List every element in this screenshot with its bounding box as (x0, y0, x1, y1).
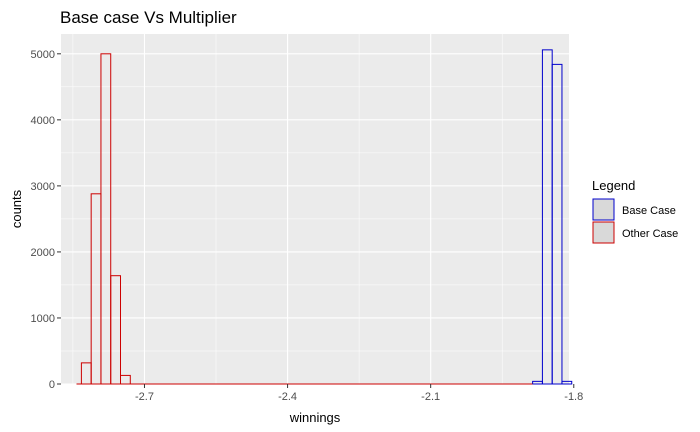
legend-title: Legend (592, 178, 635, 193)
histogram-bar (110, 275, 122, 385)
y-tick-label: 3000 (31, 181, 55, 193)
legend-key-base-case (592, 198, 615, 221)
grid-lines (61, 34, 575, 385)
x-tick-label: -2.1 (421, 391, 440, 403)
y-axis: 0 1000 2000 3000 4000 5000 (31, 49, 61, 391)
y-tick-label: 1000 (31, 313, 55, 325)
legend-key-other-case (592, 221, 615, 244)
x-tick-label: -1.8 (564, 391, 583, 403)
x-tick-label: -2.4 (278, 391, 297, 403)
x-tick-label: -2.7 (135, 391, 154, 403)
legend: Legend Base Case Other Case (592, 178, 678, 244)
histogram-bar (120, 374, 131, 385)
chart-title: Base case Vs Multiplier (60, 8, 237, 27)
histogram-bar (551, 63, 563, 385)
x-axis-title: winnings (289, 410, 341, 425)
series-other-case (76, 53, 533, 385)
series-base-case (532, 49, 573, 385)
legend-label-other-case: Other Case (622, 228, 678, 240)
y-axis-title: counts (9, 189, 24, 228)
legend-label-base-case: Base Case (622, 205, 676, 217)
histogram-bar (561, 380, 573, 385)
x-axis: -2.7 -2.4 -2.1 -1.8 (135, 384, 583, 403)
y-tick-label: 5000 (31, 49, 55, 61)
plot-panel (61, 34, 569, 384)
histogram-bar (100, 53, 112, 385)
y-tick-label: 4000 (31, 115, 55, 127)
y-tick-label: 2000 (31, 247, 55, 259)
y-tick-label: 0 (49, 379, 55, 391)
